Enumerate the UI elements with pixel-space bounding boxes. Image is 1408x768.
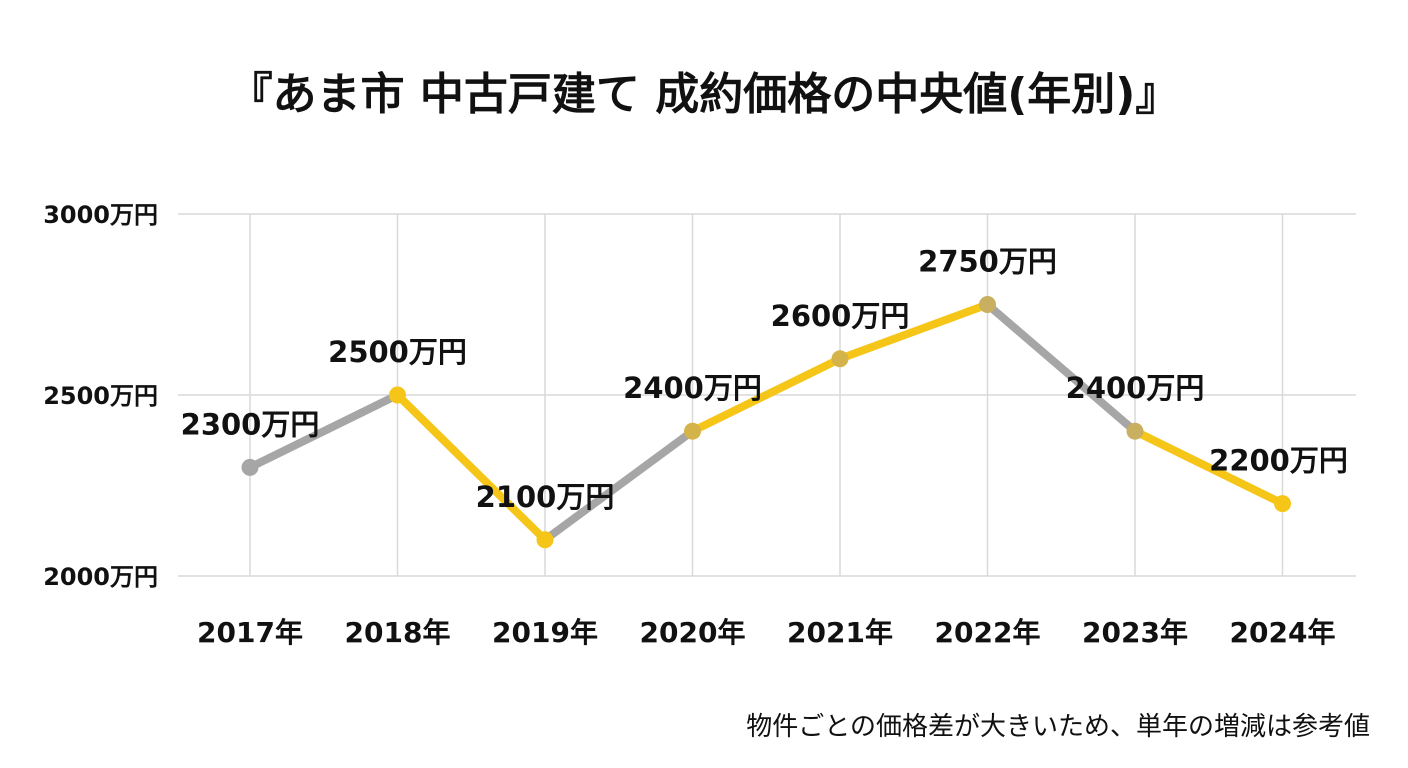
- y-axis-tick-labels: 2000万円 2500万円 3000万円: [43, 201, 158, 591]
- x-axis-tick-labels: 2017年 2018年 2019年 2020年 2021年 2022年 2023年 2024年: [197, 616, 1335, 649]
- data-point: [389, 386, 406, 404]
- series-points: [241, 296, 1291, 549]
- line-segment: [541, 427, 697, 544]
- x-tick-label: 2019年: [492, 616, 598, 649]
- x-tick-label: 2023年: [1082, 616, 1188, 649]
- x-tick-label: 2017年: [197, 616, 303, 649]
- data-point: [831, 350, 849, 368]
- x-tick-label: 2024年: [1230, 616, 1336, 649]
- line-segment: [246, 391, 402, 472]
- line-segment: [393, 391, 549, 544]
- data-point: [1274, 495, 1291, 513]
- x-tick-label: 2021年: [787, 616, 893, 649]
- x-tick-label: 2022年: [935, 616, 1041, 649]
- data-label: 2750万円: [918, 245, 1057, 279]
- data-point: [684, 422, 701, 440]
- data-label: 2100万円: [476, 480, 615, 514]
- chart-footnote: 物件ごとの価格差が大きいため、単年の増減は参考値: [746, 712, 1370, 742]
- x-tick-label: 2018年: [345, 616, 451, 649]
- y-tick-label: 3000万円: [43, 201, 158, 229]
- y-tick-label: 2000万円: [43, 563, 158, 591]
- data-point: [979, 296, 996, 313]
- x-tick-label: 2020年: [640, 616, 746, 649]
- data-label: 2500万円: [328, 335, 467, 369]
- line-segment: [1131, 427, 1287, 508]
- data-label: 2200万円: [1209, 444, 1348, 478]
- data-label: 2400万円: [1066, 371, 1205, 405]
- data-label: 2300万円: [181, 407, 320, 441]
- data-point: [1126, 422, 1144, 440]
- data-label: 2600万円: [771, 299, 910, 333]
- line-segment: [983, 300, 1139, 436]
- data-point: [536, 531, 554, 549]
- data-point: [241, 458, 259, 476]
- line-segment: [836, 300, 992, 363]
- data-label: 2400万円: [623, 371, 762, 405]
- chart-title: 『あま市 中古戸建て 成約価格の中央値(年別)』: [228, 69, 1180, 120]
- series-line: [246, 300, 1287, 544]
- line-segment: [688, 354, 844, 436]
- y-tick-label: 2500万円: [43, 382, 158, 410]
